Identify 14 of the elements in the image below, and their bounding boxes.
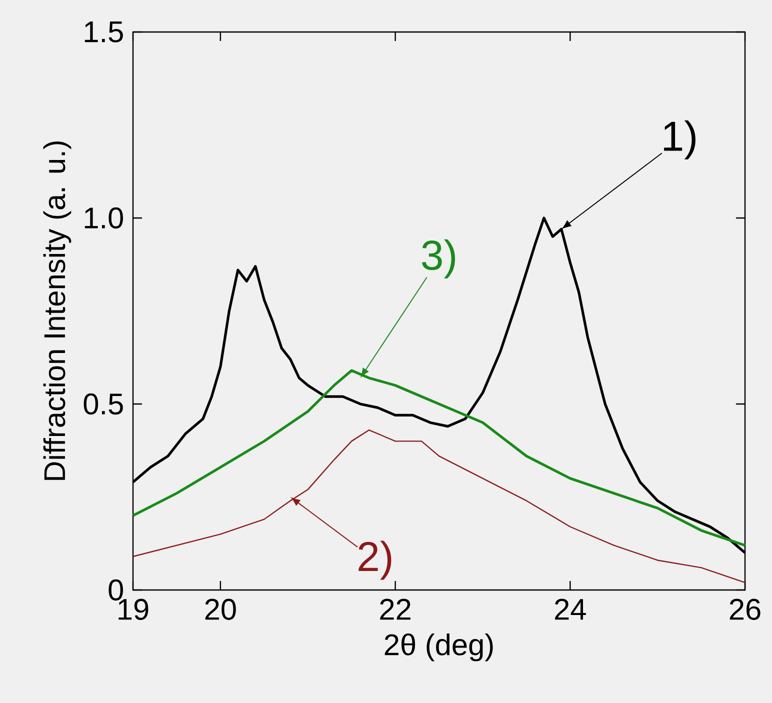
x-tick-label: 24 (555, 598, 586, 620)
x-tick-label: 19 (118, 598, 148, 620)
y-tick-label: 1.0 (84, 207, 124, 229)
x-tick-label: 20 (205, 598, 236, 620)
y-tick-label: 1.5 (84, 22, 123, 42)
annotation: 2) (358, 540, 392, 580)
y-tick-label: 0 (108, 579, 124, 601)
x-tick-label: 26 (730, 598, 760, 620)
annotation: 3) (422, 239, 456, 278)
x-axis-title: 2θ (deg) (384, 633, 493, 662)
x-tick-label: 22 (380, 598, 410, 620)
y-axis-title: Diffraction Intensity (a. u.) (43, 141, 72, 480)
annotation: 1) (664, 120, 696, 160)
y-tick-label: 0.5 (84, 393, 123, 415)
